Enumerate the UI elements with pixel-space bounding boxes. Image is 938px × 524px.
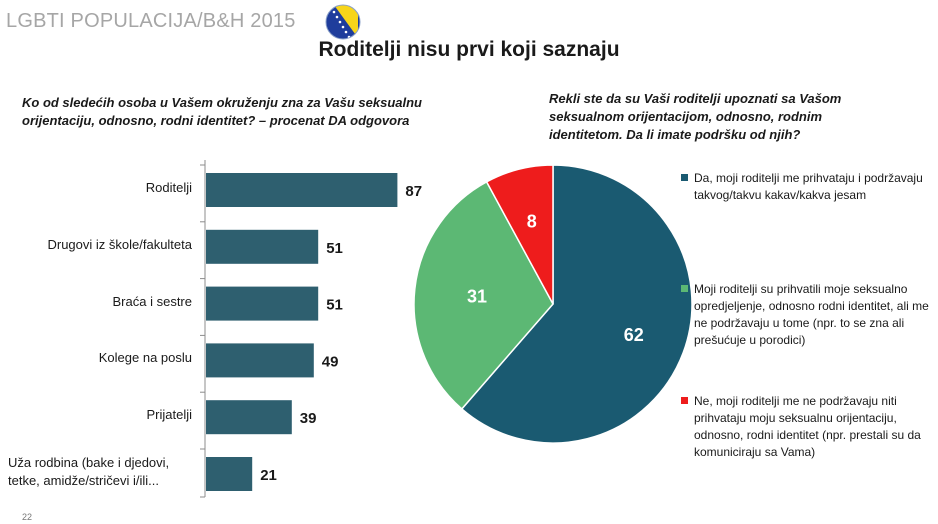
- bar-data-label: 39: [300, 410, 317, 427]
- pie-slice: [413, 180, 554, 410]
- report-header-title: LGBTI POPULACIJA/B&H 2015: [6, 10, 296, 32]
- pie-slice: [460, 164, 693, 444]
- legend-label: Da, moji roditelji me prihvataju i podrž…: [694, 171, 923, 202]
- bar-data-label: 21: [260, 467, 277, 484]
- legend-marker: [681, 285, 688, 292]
- legend-label: Moji roditelji su prihvatili moje seksua…: [694, 282, 929, 347]
- bar: [206, 400, 292, 435]
- pie-data-label: 31: [467, 287, 487, 307]
- bar-category-label: Drugovi iz škole/fakulteta: [47, 236, 192, 252]
- bar-data-label: 49: [322, 353, 339, 370]
- pie-data-label: 62: [624, 325, 644, 345]
- bar-chart-question: Ko od sledećih osoba u Vašem okruženju z…: [22, 95, 422, 128]
- bar: [206, 229, 319, 264]
- bar-data-label: 51: [326, 297, 343, 314]
- pie-data-label: 8: [527, 211, 537, 231]
- bar-data-label: 51: [326, 240, 343, 257]
- bar: [206, 286, 319, 321]
- page-number: 22: [22, 512, 33, 522]
- bar-category-label: Roditelji: [145, 180, 192, 195]
- bar-category-label: Braća i sestre: [112, 293, 192, 309]
- bar-data-label: 87: [405, 183, 422, 200]
- bar: [206, 343, 314, 378]
- bar-category-label: Kolege na poslu: [98, 350, 192, 366]
- pie-slice: [485, 164, 554, 305]
- slide-title: Roditelji nisu prvi koji saznaju: [318, 38, 620, 61]
- legend-item: Da, moji roditelji me prihvataju i podrž…: [681, 170, 930, 204]
- pie-chart-question: Rekli ste da su Vaši roditelji upoznati …: [549, 91, 842, 142]
- bar-category-label: Uža rodbina (bake i djedovi, tetke, amid…: [8, 455, 170, 488]
- legend-item: Ne, moji roditelji me ne podržavaju niti…: [681, 393, 930, 461]
- legend-marker: [681, 174, 688, 181]
- bih-flag-icon: [325, 4, 361, 40]
- bar-category-label: Prijatelji: [146, 407, 192, 423]
- bar: [206, 173, 398, 207]
- bar: [206, 457, 253, 491]
- legend-item: Moji roditelji su prihvatili moje seksua…: [681, 281, 930, 349]
- legend-label: Ne, moji roditelji me ne podržavaju niti…: [694, 394, 921, 459]
- legend-marker: [681, 397, 688, 404]
